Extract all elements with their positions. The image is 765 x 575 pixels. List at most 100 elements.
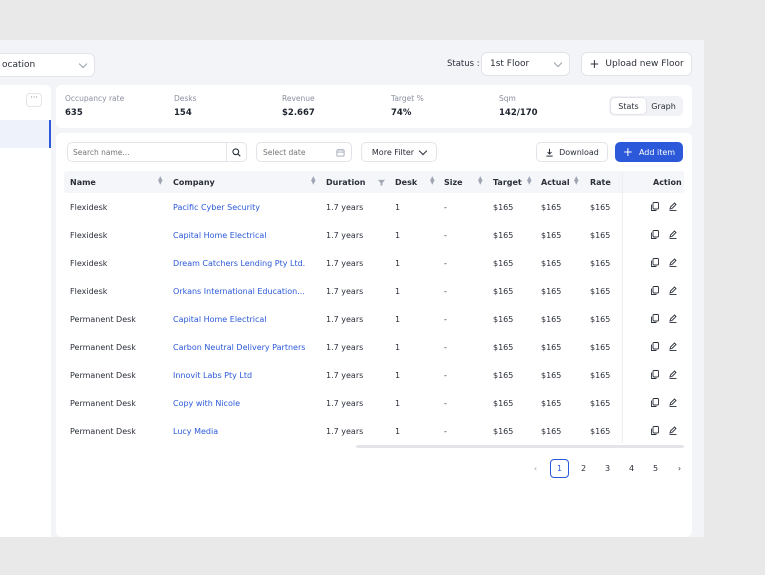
copy-icon[interactable] xyxy=(651,286,659,295)
column-header-size[interactable]: Size xyxy=(444,178,463,187)
cell-company-link[interactable]: Dream Catchers Lending Pty Ltd. xyxy=(173,259,306,268)
cell-actual: $165 xyxy=(541,343,562,352)
cell-size: - xyxy=(444,315,447,324)
cell-company-link[interactable]: Pacific Cyber Security xyxy=(173,203,260,212)
filter-icon[interactable] xyxy=(378,179,385,186)
cell-actual: $165 xyxy=(541,259,562,268)
floor-select[interactable]: 1st Floor xyxy=(481,52,570,76)
cell-company-link[interactable]: Capital Home Electrical xyxy=(173,315,267,324)
view-toggle: Stats Graph xyxy=(609,96,683,116)
cell-company-link[interactable]: Innovit Labs Pty Ltd xyxy=(173,371,253,380)
table-row[interactable]: Flexidesk Orkans International Education… xyxy=(64,277,684,305)
table-row[interactable]: Permanent Desk Copy with Nicole 1.7 year… xyxy=(64,389,684,417)
cell-name: Flexidesk xyxy=(70,203,108,212)
table-row[interactable]: Flexidesk Capital Home Electrical 1.7 ye… xyxy=(64,221,684,249)
edit-icon[interactable] xyxy=(669,286,677,295)
action-column-divider xyxy=(622,171,623,443)
sort-icon[interactable]: ▲ ▼ xyxy=(478,175,483,186)
download-button[interactable]: Download xyxy=(536,142,608,162)
cell-rate: $165 xyxy=(590,231,611,240)
column-header-target[interactable]: Target xyxy=(493,178,522,187)
copy-icon[interactable] xyxy=(651,314,659,323)
copy-icon[interactable] xyxy=(651,342,659,351)
cell-company-link[interactable]: Copy with Nicole xyxy=(173,399,240,408)
cell-company-link[interactable]: Capital Home Electrical xyxy=(173,231,267,240)
page-button-5[interactable]: 5 xyxy=(652,463,659,473)
date-input[interactable] xyxy=(263,147,328,157)
cell-actual: $165 xyxy=(541,399,562,408)
search-input[interactable] xyxy=(68,147,227,157)
copy-icon[interactable] xyxy=(651,370,659,379)
cell-rate: $165 xyxy=(590,399,611,408)
copy-icon[interactable] xyxy=(651,230,659,239)
table-row[interactable]: Permanent Desk Innovit Labs Pty Ltd 1.7 … xyxy=(64,361,684,389)
column-header-duration[interactable]: Duration xyxy=(326,178,366,187)
date-picker[interactable] xyxy=(256,142,352,162)
cell-rate: $165 xyxy=(590,259,611,268)
stat-value: $2.667 xyxy=(282,108,315,118)
stat-value: 154 xyxy=(174,108,192,118)
cell-company-link[interactable]: Carbon Neutral Delivery Partners xyxy=(173,343,306,352)
horizontal-scrollbar[interactable] xyxy=(356,445,684,448)
page-button-3[interactable]: 3 xyxy=(604,463,611,473)
table-row[interactable]: Permanent Desk Lucy Media 1.7 years 1 - … xyxy=(64,417,684,445)
copy-icon[interactable] xyxy=(651,202,659,211)
sort-icon[interactable]: ▲ ▼ xyxy=(311,175,316,186)
table-row[interactable]: Flexidesk Dream Catchers Lending Pty Ltd… xyxy=(64,249,684,277)
column-header-desk[interactable]: Desk xyxy=(395,178,418,187)
column-header-rate[interactable]: Rate xyxy=(590,178,611,187)
cell-name: Flexidesk xyxy=(70,287,108,296)
cell-actual: $165 xyxy=(541,231,562,240)
upload-floor-button[interactable]: + Upload new Floor xyxy=(581,52,692,76)
cell-name: Permanent Desk xyxy=(70,343,136,352)
table-row[interactable]: Permanent Desk Carbon Neutral Delivery P… xyxy=(64,333,684,361)
search-button[interactable] xyxy=(226,143,246,161)
edit-icon[interactable] xyxy=(669,314,677,323)
cell-desk: 1 xyxy=(395,315,401,324)
page-button-4[interactable]: 4 xyxy=(628,463,635,473)
cell-duration: 1.7 years xyxy=(326,399,364,408)
cell-company-link[interactable]: Lucy Media xyxy=(173,427,219,436)
column-header-actual[interactable]: Actual xyxy=(541,178,570,187)
page-button-1[interactable]: 1 xyxy=(550,458,569,478)
sort-icon[interactable]: ▲ ▼ xyxy=(527,175,532,186)
edit-icon[interactable] xyxy=(669,398,677,407)
stats-view-button[interactable]: Stats xyxy=(611,98,646,114)
floor-list-item-active[interactable] xyxy=(0,120,51,148)
cell-size: - xyxy=(444,427,447,436)
edit-icon[interactable] xyxy=(669,258,677,267)
edit-icon[interactable] xyxy=(669,426,677,435)
cell-name: Permanent Desk xyxy=(70,427,136,436)
copy-icon[interactable] xyxy=(651,258,659,267)
prev-page-icon[interactable]: ‹ xyxy=(533,463,538,473)
edit-icon[interactable] xyxy=(669,342,677,351)
edit-icon[interactable] xyxy=(669,202,677,211)
add-item-button[interactable]: + Add item xyxy=(615,142,683,162)
graph-view-button[interactable]: Graph xyxy=(651,101,676,111)
cell-name: Permanent Desk xyxy=(70,315,136,324)
cell-rate: $165 xyxy=(590,315,611,324)
sort-icon[interactable]: ▲ ▼ xyxy=(430,175,435,186)
copy-icon[interactable] xyxy=(651,426,659,435)
more-filter-button[interactable]: More Filter xyxy=(361,142,437,162)
edit-icon[interactable] xyxy=(669,230,677,239)
cell-actual: $165 xyxy=(541,427,562,436)
sort-icon[interactable]: ▲ ▼ xyxy=(574,175,579,186)
copy-icon[interactable] xyxy=(651,398,659,407)
location-select[interactable]: ocation xyxy=(0,53,95,77)
table-header: Name ▲ ▼ Company ▲ ▼ Duration Desk ▲ ▼ Size… xyxy=(64,171,684,193)
location-value: ocation xyxy=(2,60,36,70)
cell-rate: $165 xyxy=(590,427,611,436)
column-header-name[interactable]: Name xyxy=(70,178,96,187)
sort-icon[interactable]: ▲ ▼ xyxy=(158,175,163,186)
edit-icon[interactable] xyxy=(669,370,677,379)
cell-company-link[interactable]: Orkans International Education... xyxy=(173,287,305,296)
column-header-company[interactable]: Company xyxy=(173,178,215,187)
page-button-2[interactable]: 2 xyxy=(580,463,587,473)
cell-duration: 1.7 years xyxy=(326,315,364,324)
next-page-icon[interactable]: › xyxy=(677,463,682,473)
table-row[interactable]: Permanent Desk Capital Home Electrical 1… xyxy=(64,305,684,333)
cell-desk: 1 xyxy=(395,427,401,436)
table-row[interactable]: Flexidesk Pacific Cyber Security 1.7 yea… xyxy=(64,193,684,221)
more-options-icon[interactable]: ··· xyxy=(26,93,42,107)
